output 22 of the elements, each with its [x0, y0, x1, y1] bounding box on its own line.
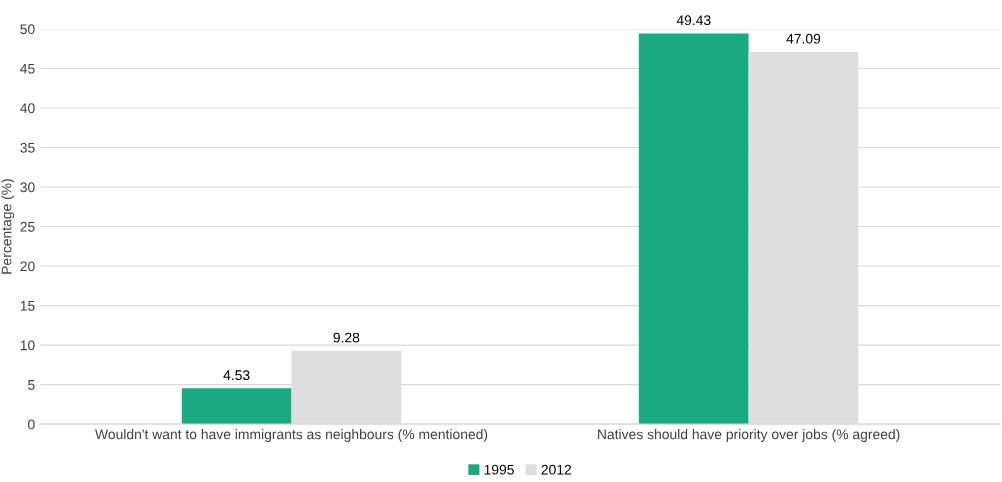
bar [638, 33, 749, 425]
y-tick-label: 0 [28, 419, 35, 430]
y-tick-label: 10 [20, 340, 35, 351]
y-tick-label: 15 [20, 301, 35, 311]
x-tick-label: Wouldn't want to have immigrants as neighbours (% mentioned) [95, 429, 488, 442]
y-tick-label: 45 [20, 63, 35, 74]
data-label: 4.53 [223, 370, 250, 381]
data-label: 9.28 [333, 332, 360, 343]
bar [181, 388, 292, 425]
data-label: 49.43 [676, 15, 711, 26]
y-tick-label: 5 [28, 380, 35, 390]
y-tick-label: 30 [20, 182, 35, 193]
legend-label: 2012 [541, 464, 572, 475]
y-tick-label: 25 [20, 221, 35, 232]
y-tick-label: 35 [20, 142, 35, 153]
x-tick-label: Natives should have priority over jobs (% agreed) [598, 429, 900, 442]
y-tick-label: 50 [20, 24, 35, 35]
y-tick-label: 40 [20, 103, 35, 114]
y-axis-title: Percentage (%) [1, 179, 15, 274]
data-label: 47.09 [786, 33, 821, 44]
legend-label: 1995 [484, 464, 514, 475]
y-tick-label: 20 [20, 261, 35, 272]
